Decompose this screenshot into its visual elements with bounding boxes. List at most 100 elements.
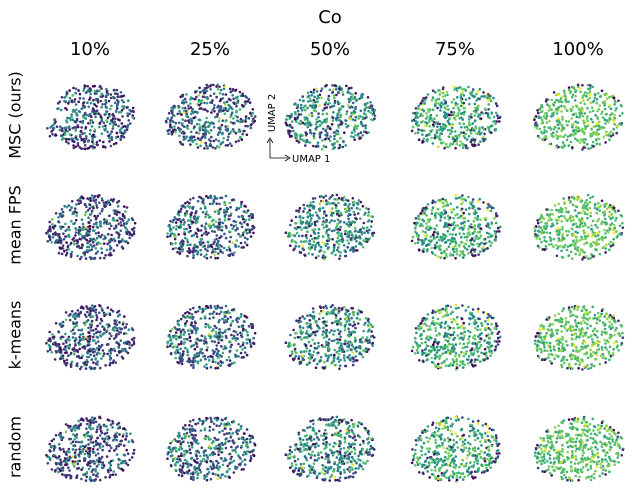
- scatter-dot: [213, 253, 216, 257]
- scatter-dot: [368, 105, 371, 109]
- scatter-dot: [608, 228, 612, 231]
- scatter-dot: [349, 98, 352, 102]
- scatter-dot: [421, 209, 424, 212]
- scatter-dot: [219, 310, 223, 314]
- scatter-dot: [186, 240, 190, 244]
- scatter-dot: [57, 220, 60, 223]
- scatter-dot: [190, 119, 194, 123]
- scatter-dot: [441, 197, 445, 201]
- scatter-dot: [243, 236, 247, 239]
- scatter-dot: [464, 144, 468, 147]
- scatter-dot: [586, 106, 589, 110]
- scatter-dot: [246, 223, 249, 226]
- scatter-dot: [117, 222, 120, 226]
- scatter-dot: [231, 319, 235, 323]
- scatter-dot: [104, 364, 107, 367]
- scatter-dot: [120, 134, 123, 138]
- scatter-dot: [218, 218, 221, 221]
- scatter-dot: [66, 130, 69, 133]
- scatter-dot: [348, 86, 351, 90]
- scatter-dot: [229, 115, 232, 119]
- scatter-dot: [210, 339, 214, 343]
- scatter-dot: [446, 120, 450, 123]
- scatter-dot: [83, 313, 87, 317]
- scatter-dot: [578, 141, 582, 145]
- scatter-dot: [168, 234, 172, 238]
- scatter-dot: [95, 109, 99, 112]
- scatter-dot: [67, 102, 70, 105]
- scatter-dot: [212, 125, 216, 129]
- scatter-dot: [322, 196, 325, 199]
- scatter-dot: [571, 93, 575, 97]
- scatter-dot: [433, 227, 436, 230]
- scatter-dot: [335, 193, 339, 197]
- scatter-dot: [355, 127, 359, 130]
- scatter-dot: [557, 237, 561, 240]
- scatter-dot: [566, 135, 570, 138]
- scatter-dot: [434, 90, 437, 94]
- scatter-dot: [124, 240, 127, 243]
- scatter-dot: [354, 115, 358, 119]
- scatter-dot: [609, 205, 613, 208]
- scatter-dot: [595, 98, 599, 101]
- scatter-dot: [317, 227, 321, 231]
- scatter-dot: [65, 358, 69, 362]
- scatter-dot: [216, 304, 219, 308]
- scatter-dot: [183, 233, 187, 236]
- scatter-dot: [201, 309, 205, 313]
- scatter-dot: [251, 111, 255, 115]
- scatter-dot: [183, 220, 186, 224]
- scatter-dot: [249, 343, 253, 346]
- scatter-dot: [463, 106, 467, 110]
- scatter-dot: [586, 98, 590, 102]
- scatter-dot: [199, 248, 203, 252]
- scatter-dot: [431, 89, 435, 92]
- scatter-dot: [318, 119, 322, 123]
- scatter-dot: [211, 312, 214, 316]
- scatter-dot: [430, 246, 433, 250]
- scatter-dot: [550, 108, 553, 111]
- scatter-dot: [232, 130, 236, 133]
- scatter-dot: [339, 225, 343, 229]
- scatter-dot: [231, 227, 234, 230]
- scatter-dot: [572, 134, 575, 137]
- scatter-dot: [433, 136, 437, 139]
- scatter-dot: [194, 331, 198, 335]
- scatter-dot: [223, 85, 226, 89]
- scatter-dot: [92, 309, 95, 312]
- scatter-dot: [294, 215, 298, 219]
- scatter-dot: [197, 132, 201, 135]
- scatter-dot: [223, 214, 227, 217]
- scatter-dot: [218, 85, 221, 89]
- scatter-dot: [89, 306, 92, 310]
- scatter-dot: [446, 203, 449, 207]
- scatter-dot: [95, 236, 99, 240]
- scatter-dot: [70, 206, 73, 210]
- scatter-dot: [473, 239, 476, 242]
- scatter-dot: [68, 128, 71, 131]
- scatter-dot: [291, 126, 294, 129]
- scatter-dot: [457, 111, 460, 115]
- scatter-dot: [185, 112, 188, 115]
- scatter-dot: [284, 121, 288, 125]
- scatter-dot: [216, 247, 219, 251]
- scatter-dot: [107, 99, 111, 103]
- scatter-dot: [562, 197, 565, 200]
- scatter-dot: [53, 241, 57, 244]
- scatter-dot: [302, 106, 305, 109]
- scatter-dot: [580, 112, 583, 115]
- scatter-dot: [193, 244, 196, 248]
- scatter-dot: [311, 228, 314, 232]
- scatter-dot: [571, 215, 575, 219]
- scatter-dot: [442, 86, 445, 89]
- scatter-dot: [209, 336, 212, 340]
- scatter-dot: [86, 101, 89, 104]
- scatter-dot: [452, 216, 455, 220]
- scatter-dot: [315, 125, 319, 129]
- scatter-dot: [461, 142, 464, 146]
- scatter-dot: [237, 139, 240, 143]
- scatter-dot: [608, 242, 611, 246]
- scatter-dot: [414, 217, 418, 220]
- scatter-dot: [187, 230, 191, 234]
- scatter-dot: [359, 217, 362, 220]
